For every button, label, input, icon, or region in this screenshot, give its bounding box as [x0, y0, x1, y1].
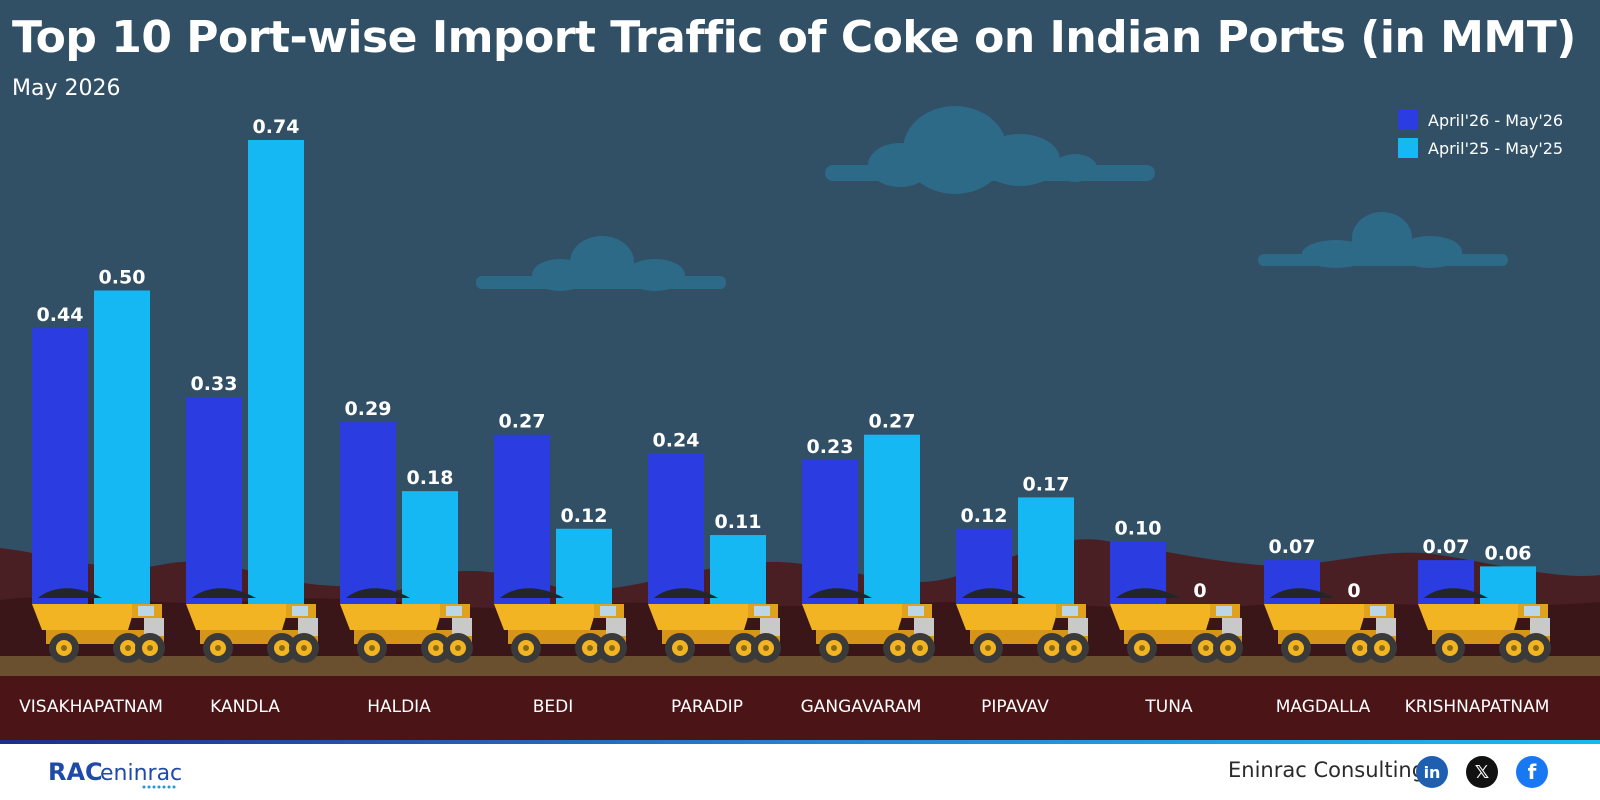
value-label-kandla-series-1: 0.33 — [191, 373, 238, 395]
value-labels-layer: 0.44 0.50 0.33 0.74 0.29 0.18 0.27 0.12 0.24 0.11… — [37, 116, 1532, 602]
bar-gangavaram-series-2 — [864, 434, 920, 604]
logo-prefix: RAC — [48, 758, 103, 786]
value-label-bedi-series-2: 0.12 — [561, 505, 608, 527]
bars-layer — [32, 140, 1536, 604]
value-label-paradip-series-2: 0.11 — [715, 511, 762, 533]
trucks-layer — [32, 588, 1551, 663]
category-label-bedi: BEDI — [533, 697, 574, 717]
legend-swatch-series-1 — [1398, 110, 1418, 130]
dump-truck-icon — [32, 588, 165, 663]
dump-truck-icon — [802, 588, 935, 663]
value-label-magdalla-series-1: 0.07 — [1269, 536, 1316, 558]
legend-item-series-2: April'25 - May'25 — [1398, 136, 1563, 160]
value-label-tuna-series-1: 0.10 — [1115, 517, 1162, 539]
footer-accent-stripe — [0, 740, 1600, 744]
value-label-haldia-series-2: 0.18 — [407, 467, 454, 489]
bar-bedi-series-1 — [494, 434, 550, 604]
bar-krishnapatnam-series-2 — [1480, 566, 1536, 604]
legend-item-series-1: April'26 - May'26 — [1398, 108, 1563, 132]
category-labels-layer: VISAKHAPATNAM KANDLA HALDIA BEDI PARADIP GANG… — [19, 697, 1549, 717]
category-label-krishnapatnam: KRISHNAPATNAM — [1405, 697, 1550, 717]
brand-name: Eninrac Consulting — [1228, 758, 1426, 782]
chart-subtitle: May 2026 — [12, 76, 121, 101]
bar-paradip-series-2 — [710, 535, 766, 604]
bar-bedi-series-2 — [556, 528, 612, 604]
dump-truck-icon — [1418, 588, 1551, 663]
category-label-kandla: KANDLA — [210, 697, 280, 717]
linkedin-icon[interactable]: in — [1416, 756, 1448, 788]
category-label-haldia: HALDIA — [367, 697, 431, 717]
value-label-pipavav-series-2: 0.17 — [1023, 473, 1070, 495]
value-label-kandla-series-2: 0.74 — [253, 116, 300, 138]
bar-paradip-series-1 — [648, 453, 704, 604]
value-label-paradip-series-1: 0.24 — [653, 430, 700, 452]
facebook-icon[interactable]: f — [1516, 756, 1548, 788]
footer: RAC eninrac Eninrac Consulting in 𝕏 f — [0, 744, 1600, 800]
value-label-gangavaram-series-1: 0.23 — [807, 436, 854, 458]
value-label-bedi-series-1: 0.27 — [499, 411, 546, 433]
category-label-visakhapatnam: VISAKHAPATNAM — [19, 697, 163, 717]
category-label-paradip: PARADIP — [671, 697, 743, 717]
value-label-tuna-series-2: 0 — [1193, 580, 1206, 602]
value-label-gangavaram-series-2: 0.27 — [869, 411, 916, 433]
ground-strip — [0, 676, 1600, 740]
category-label-tuna: TUNA — [1144, 697, 1193, 717]
value-label-pipavav-series-1: 0.12 — [961, 505, 1008, 527]
legend: April'26 - May'26 April'25 - May'25 — [1398, 108, 1563, 164]
dump-truck-icon — [1264, 588, 1397, 663]
cloud-large — [825, 106, 1155, 194]
dump-truck-icon — [340, 588, 473, 663]
eninrac-logo: RAC eninrac — [48, 758, 182, 789]
chart-title: Top 10 Port-wise Import Traffic of Coke … — [12, 12, 1576, 63]
bar-pipavav-series-2 — [1018, 497, 1074, 604]
legend-swatch-series-2 — [1398, 138, 1418, 158]
dump-truck-icon — [186, 588, 319, 663]
dump-truck-icon — [648, 588, 781, 663]
dump-truck-icon — [956, 588, 1089, 663]
bar-kandla-series-1 — [186, 397, 242, 604]
category-label-pipavav: PIPAVAV — [981, 697, 1049, 717]
bar-visakhapatnam-series-2 — [94, 290, 150, 604]
dump-truck-icon — [494, 588, 627, 663]
bar-haldia-series-2 — [402, 491, 458, 604]
x-icon[interactable]: 𝕏 — [1466, 756, 1498, 788]
bar-visakhapatnam-series-1 — [32, 328, 88, 604]
bar-haldia-series-1 — [340, 422, 396, 604]
dump-truck-icon — [1110, 588, 1243, 663]
cloud-small — [1258, 212, 1508, 268]
chart-svg: 0.44 0.50 0.33 0.74 0.29 0.18 0.27 0.12 0.24 0.11… — [0, 106, 1600, 744]
legend-label-series-1: April'26 - May'26 — [1428, 110, 1564, 130]
category-label-magdalla: MAGDALLA — [1276, 697, 1371, 717]
legend-label-series-2: April'25 - May'25 — [1428, 138, 1564, 158]
value-label-magdalla-series-2: 0 — [1347, 580, 1360, 602]
value-label-haldia-series-1: 0.29 — [345, 398, 392, 420]
category-label-gangavaram: GANGAVARAM — [801, 697, 922, 717]
value-label-visakhapatnam-series-1: 0.44 — [37, 304, 84, 326]
value-label-krishnapatnam-series-2: 0.06 — [1485, 542, 1532, 564]
bar-kandla-series-2 — [248, 140, 304, 604]
value-label-visakhapatnam-series-2: 0.50 — [99, 266, 146, 288]
bar-gangavaram-series-1 — [802, 459, 858, 604]
cloud-medium — [476, 236, 726, 291]
logo-text: eninrac — [100, 761, 182, 786]
value-label-krishnapatnam-series-1: 0.07 — [1423, 536, 1470, 558]
